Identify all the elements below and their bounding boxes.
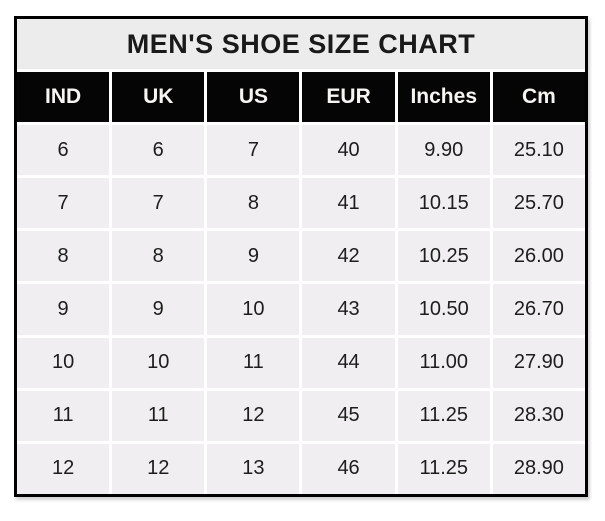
- table-cell: 11: [207, 337, 300, 388]
- table-cell: 7: [207, 125, 300, 176]
- column-header-inches: Inches: [397, 72, 490, 122]
- table-cell: 8: [207, 178, 300, 229]
- table-cell: 25.70: [492, 178, 585, 229]
- table-cell: 11.25: [397, 390, 490, 441]
- table-cell: 10: [112, 337, 205, 388]
- table-cell: 41: [302, 178, 395, 229]
- table-cell: 28.90: [492, 443, 585, 494]
- table-cell: 12: [207, 390, 300, 441]
- table-cell: 7: [112, 178, 205, 229]
- table-cell: 9: [112, 284, 205, 335]
- table-cell: 11: [112, 390, 205, 441]
- table-cell: 9.90: [397, 125, 490, 176]
- table-cell: 13: [207, 443, 300, 494]
- table-cell: 10.50: [397, 284, 490, 335]
- table-cell: 42: [302, 231, 395, 282]
- table-cell: 26.00: [492, 231, 585, 282]
- column-header-us: US: [207, 72, 300, 122]
- table-cell: 11.25: [397, 443, 490, 494]
- table-cell: 11.00: [397, 337, 490, 388]
- table-cell: 10.15: [397, 178, 490, 229]
- table-cell: 7: [17, 178, 110, 229]
- table-cell: 6: [17, 125, 110, 176]
- table-cell: 11: [17, 390, 110, 441]
- table-cell: 43: [302, 284, 395, 335]
- table-cell: 40: [302, 125, 395, 176]
- table-cell: 12: [112, 443, 205, 494]
- column-header-cm: Cm: [492, 72, 585, 122]
- page-title: MEN'S SHOE SIZE CHART: [17, 19, 585, 69]
- table-cell: 10: [17, 337, 110, 388]
- table-cell: 27.90: [492, 337, 585, 388]
- column-header-ind: IND: [17, 72, 110, 122]
- table-cell: 28.30: [492, 390, 585, 441]
- table-cell: 46: [302, 443, 395, 494]
- table-cell: 9: [17, 284, 110, 335]
- table-cell: 6: [112, 125, 205, 176]
- table-cell: 45: [302, 390, 395, 441]
- table-cell: 25.10: [492, 125, 585, 176]
- column-header-eur: EUR: [302, 72, 395, 122]
- table-cell: 12: [17, 443, 110, 494]
- table-cell: 10: [207, 284, 300, 335]
- table-cell: 8: [112, 231, 205, 282]
- column-header-uk: UK: [112, 72, 205, 122]
- table-cell: 44: [302, 337, 395, 388]
- table-cell: 26.70: [492, 284, 585, 335]
- table-cell: 9: [207, 231, 300, 282]
- table-cell: 10.25: [397, 231, 490, 282]
- table-cell: 8: [17, 231, 110, 282]
- shoe-size-chart-table: MEN'S SHOE SIZE CHART IND UK US EUR Inch…: [14, 16, 588, 497]
